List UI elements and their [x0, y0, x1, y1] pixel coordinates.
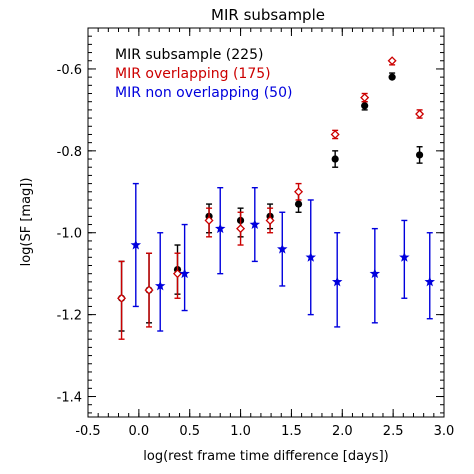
- legend-entry: MIR non overlapping (50): [115, 85, 292, 101]
- series-layer: [117, 56, 435, 340]
- data-point: [331, 155, 339, 163]
- x-axis-label: log(rest frame time difference [days]): [143, 449, 388, 464]
- x-tick-label: -0.5: [75, 424, 100, 439]
- data-point: [215, 223, 226, 234]
- data-point: [249, 219, 261, 229]
- legend: MIR subsample (225) MIR overlapping (175)…: [115, 47, 292, 101]
- data-point: [172, 269, 183, 279]
- y-tick-label: -0.8: [57, 145, 82, 160]
- data-point: [305, 251, 316, 262]
- legend-entry: MIR overlapping (175): [115, 66, 271, 82]
- data-point: [179, 268, 190, 279]
- y-tick-label: -1.4: [57, 391, 82, 406]
- plot-frame: [87, 27, 445, 418]
- x-tick-label: 2.0: [332, 424, 353, 439]
- data-point: [144, 285, 154, 295]
- y-tick-label: -1.0: [57, 227, 82, 242]
- series-0: [117, 72, 424, 332]
- y-axis-label: log(SF [mag]): [19, 178, 34, 267]
- legend-entry: MIR subsample (225): [115, 47, 263, 63]
- x-tick-label: 0.5: [179, 424, 200, 439]
- chart-title: MIR subsample: [211, 6, 325, 24]
- axis-ticks: -0.5 0.0 0.5 1.0 1.5 2.0 2.5 3.0 -1.4 -1.2 -1.0 -0.…: [57, 28, 455, 439]
- data-point: [154, 280, 166, 291]
- data-point: [265, 215, 275, 225]
- data-point: [361, 102, 369, 110]
- data-point: [294, 200, 303, 208]
- x-tick-label: 1.0: [230, 424, 251, 439]
- data-point: [330, 129, 340, 139]
- data-point: [424, 276, 435, 287]
- data-point: [369, 268, 381, 279]
- y-tick-label: -0.6: [57, 63, 82, 78]
- y-tick-label: -1.2: [57, 309, 82, 324]
- data-point: [387, 56, 397, 66]
- x-tick-label: 2.5: [383, 424, 404, 439]
- data-point: [277, 243, 288, 254]
- x-tick-label: 0.0: [129, 424, 150, 439]
- data-point: [388, 73, 396, 81]
- data-point: [399, 251, 410, 262]
- data-point: [236, 224, 246, 234]
- data-point: [415, 109, 425, 119]
- x-tick-label: 3.0: [434, 424, 455, 439]
- data-point: [130, 239, 142, 250]
- data-point: [415, 151, 424, 159]
- series-2: [130, 182, 435, 332]
- x-tick-label: 1.5: [281, 424, 302, 439]
- series-1: [117, 56, 425, 340]
- data-point: [331, 276, 343, 287]
- data-point: [117, 293, 127, 303]
- data-point: [360, 93, 370, 103]
- data-point: [294, 187, 304, 197]
- data-point: [204, 215, 214, 225]
